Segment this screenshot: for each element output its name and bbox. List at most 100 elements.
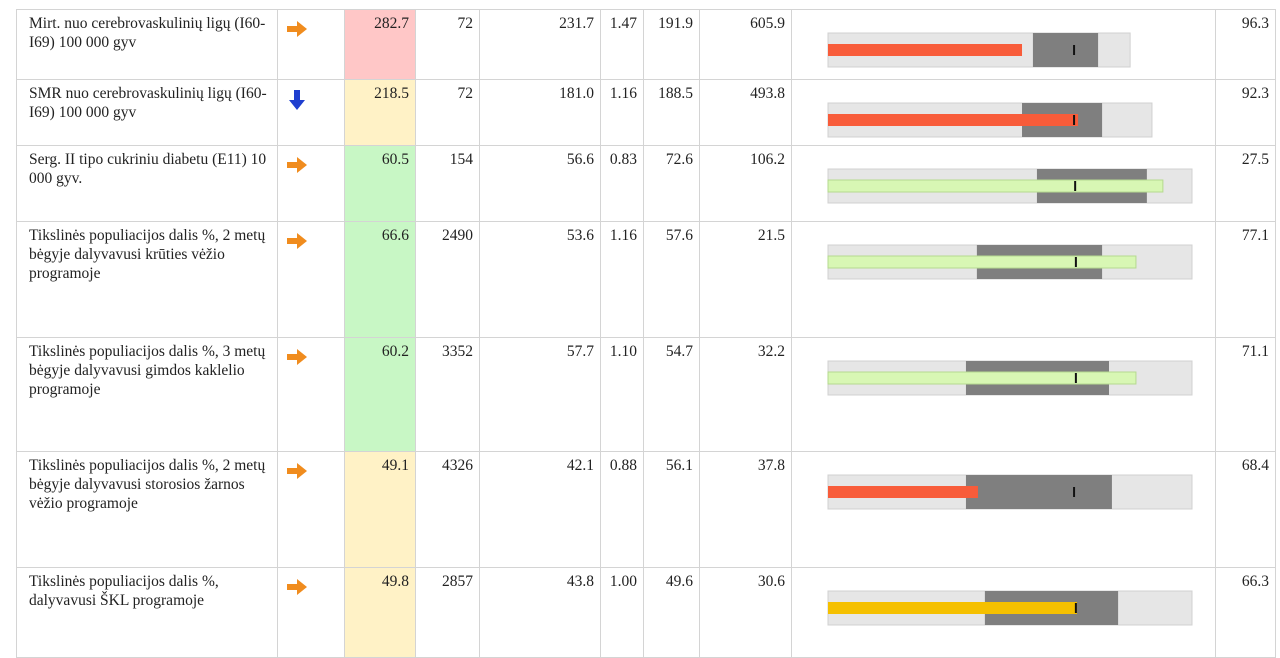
data-cell: 106.2 bbox=[700, 146, 792, 222]
data-cell: 54.7 bbox=[644, 338, 700, 452]
data-cell: 154 bbox=[416, 146, 480, 222]
value-cell: 49.8 bbox=[345, 568, 416, 658]
value-cell: 66.6 bbox=[345, 222, 416, 338]
arrow-down bbox=[289, 90, 305, 110]
row-label: Mirt. nuo cerebrovaskulinių ligų (I60-I6… bbox=[16, 10, 278, 80]
bullet-marker bbox=[1074, 257, 1077, 267]
data-cell: 0.88 bbox=[601, 452, 644, 568]
bullet-bar bbox=[828, 602, 1077, 614]
data-cell: 191.9 bbox=[644, 10, 700, 80]
data-cell: 605.9 bbox=[700, 10, 792, 80]
trend-cell bbox=[278, 338, 345, 452]
trend-icon bbox=[287, 579, 307, 595]
value-cell: 49.1 bbox=[345, 452, 416, 568]
bullet-cell bbox=[792, 568, 1216, 658]
trend-icon bbox=[287, 21, 307, 37]
trend-cell bbox=[278, 568, 345, 658]
value-cell: 282.7 bbox=[345, 10, 416, 80]
trend-icon bbox=[287, 233, 307, 249]
data-cell: 57.7 bbox=[480, 338, 601, 452]
bullet-marker bbox=[1074, 373, 1077, 383]
bullet-cell bbox=[792, 10, 1216, 80]
trend-cell bbox=[278, 80, 345, 146]
bullet-chart bbox=[827, 32, 1131, 68]
bullet-chart bbox=[827, 474, 1193, 510]
last-cell: 92.3 bbox=[1216, 80, 1276, 146]
bullet-cell bbox=[792, 80, 1216, 146]
data-cell: 37.8 bbox=[700, 452, 792, 568]
data-cell: 32.2 bbox=[700, 338, 792, 452]
last-cell: 77.1 bbox=[1216, 222, 1276, 338]
data-cell: 49.6 bbox=[644, 568, 700, 658]
arrow-right bbox=[287, 21, 307, 37]
table-top-border bbox=[16, 9, 1276, 10]
bullet-cell bbox=[792, 222, 1216, 338]
bullet-chart bbox=[827, 590, 1193, 626]
bullet-bar bbox=[827, 255, 1137, 269]
row-label: Serg. II tipo cukriniu diabetu (E11) 10 … bbox=[16, 146, 278, 222]
last-cell: 66.3 bbox=[1216, 568, 1276, 658]
bullet-bar bbox=[828, 44, 1023, 56]
bullet-cell bbox=[792, 452, 1216, 568]
trend-cell bbox=[278, 222, 345, 338]
bullet-bar bbox=[827, 371, 1137, 385]
trend-icon bbox=[287, 157, 307, 173]
data-cell: 1.16 bbox=[601, 80, 644, 146]
data-cell: 42.1 bbox=[480, 452, 601, 568]
data-cell: 231.7 bbox=[480, 10, 601, 80]
data-cell: 493.8 bbox=[700, 80, 792, 146]
row-label: Tikslinės populiacijos dalis %, dalyvavu… bbox=[16, 568, 278, 658]
value-cell: 60.5 bbox=[345, 146, 416, 222]
data-cell: 1.47 bbox=[601, 10, 644, 80]
row-label: Tikslinės populiacijos dalis %, 3 metų b… bbox=[16, 338, 278, 452]
trend-icon bbox=[287, 349, 307, 365]
data-cell: 1.16 bbox=[601, 222, 644, 338]
bullet-bar bbox=[828, 486, 978, 498]
data-cell: 4326 bbox=[416, 452, 480, 568]
last-cell: 27.5 bbox=[1216, 146, 1276, 222]
trend-icon bbox=[287, 463, 307, 479]
bullet-bar bbox=[827, 179, 1164, 193]
arrow-right bbox=[287, 349, 307, 365]
bullet-marker bbox=[1073, 487, 1076, 497]
row-label: Tikslinės populiacijos dalis %, 2 metų b… bbox=[16, 452, 278, 568]
data-cell: 30.6 bbox=[700, 568, 792, 658]
data-cell: 3352 bbox=[416, 338, 480, 452]
data-cell: 21.5 bbox=[700, 222, 792, 338]
data-cell: 2490 bbox=[416, 222, 480, 338]
last-cell: 96.3 bbox=[1216, 10, 1276, 80]
data-cell: 57.6 bbox=[644, 222, 700, 338]
data-cell: 72 bbox=[416, 80, 480, 146]
value-cell: 218.5 bbox=[345, 80, 416, 146]
last-cell: 68.4 bbox=[1216, 452, 1276, 568]
bullet-marker bbox=[1074, 603, 1077, 613]
bullet-band bbox=[1032, 33, 1099, 67]
trend-cell bbox=[278, 146, 345, 222]
bullet-cell bbox=[792, 146, 1216, 222]
data-cell: 1.10 bbox=[601, 338, 644, 452]
trend-icon bbox=[289, 90, 305, 110]
data-cell: 72.6 bbox=[644, 146, 700, 222]
bullet-marker bbox=[1074, 181, 1077, 191]
bullet-cell bbox=[792, 338, 1216, 452]
trend-cell bbox=[278, 452, 345, 568]
data-cell: 0.83 bbox=[601, 146, 644, 222]
bullet-chart bbox=[827, 102, 1153, 138]
data-cell: 188.5 bbox=[644, 80, 700, 146]
bullet-chart bbox=[827, 360, 1193, 396]
data-cell: 53.6 bbox=[480, 222, 601, 338]
bullet-marker bbox=[1073, 45, 1076, 55]
data-cell: 43.8 bbox=[480, 568, 601, 658]
bullet-band bbox=[965, 475, 1112, 509]
bullet-chart bbox=[827, 244, 1193, 280]
arrow-right bbox=[287, 233, 307, 249]
bullet-chart bbox=[827, 168, 1193, 204]
bullet-marker bbox=[1073, 115, 1076, 125]
data-cell: 56.1 bbox=[644, 452, 700, 568]
last-cell: 71.1 bbox=[1216, 338, 1276, 452]
data-cell: 56.6 bbox=[480, 146, 601, 222]
row-label: Tikslinės populiacijos dalis %, 2 metų b… bbox=[16, 222, 278, 338]
arrow-right bbox=[287, 463, 307, 479]
